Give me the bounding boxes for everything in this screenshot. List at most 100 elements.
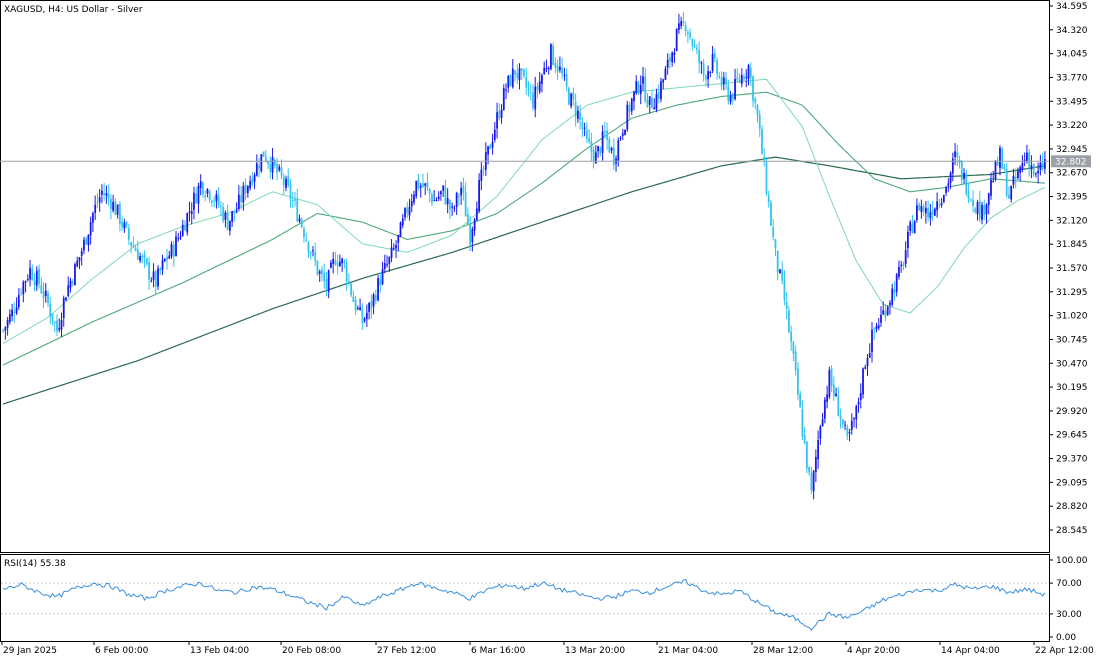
candle-body: [893, 289, 896, 294]
candle-body: [231, 211, 234, 222]
price-tick-label: 31.570: [1056, 264, 1088, 274]
candle-body: [698, 50, 701, 63]
candle-body: [244, 184, 247, 194]
current-price-value: 32.802: [1055, 157, 1087, 167]
candle-body: [208, 190, 211, 200]
candle-body: [646, 99, 649, 107]
candle-body: [702, 63, 705, 76]
candle-body: [927, 207, 930, 218]
candle-body: [731, 93, 734, 99]
candle-body: [583, 127, 586, 129]
candle-body: [736, 77, 739, 80]
candle-body: [823, 399, 826, 419]
price-tick-label: 34.045: [1056, 50, 1088, 60]
candle-body: [489, 144, 492, 149]
candle-body: [680, 21, 683, 26]
candle-body: [709, 71, 712, 73]
time-tick-label: 13 Feb 04:00: [190, 646, 249, 656]
price-tick-label: 32.670: [1056, 169, 1088, 179]
candle-body: [686, 32, 689, 34]
candle-body: [612, 147, 615, 166]
candle-body: [323, 273, 326, 282]
candle-body: [1017, 170, 1019, 178]
rsi-axis[interactable]: 100.00 70.00 30.00 0.00: [1049, 556, 1088, 643]
candle-body: [933, 208, 936, 216]
candle-body: [572, 92, 575, 101]
candle-body: [700, 62, 703, 64]
price-tick-label: 33.220: [1056, 121, 1088, 131]
candle-body: [783, 280, 786, 301]
candle-body: [637, 82, 640, 94]
candle-body: [763, 156, 766, 161]
candle-body: [983, 205, 986, 216]
price-axis[interactable]: 34.595 34.320 34.045 33.770 33.495 33.220 32.9…: [1049, 2, 1088, 536]
candle-body: [204, 195, 207, 197]
candle-body: [92, 212, 94, 223]
candle-body: [338, 261, 341, 266]
candle-body: [832, 384, 835, 396]
candle-body: [123, 222, 126, 229]
candle-body: [967, 192, 970, 200]
candle-body: [695, 47, 698, 50]
candle-body: [599, 147, 602, 154]
candle-body: [462, 185, 465, 193]
candle-body: [285, 178, 287, 188]
candle-body: [792, 342, 795, 354]
candle-body: [803, 434, 806, 444]
rsi-pane[interactable]: [0, 554, 1050, 642]
candle-body: [743, 76, 745, 80]
candle-body: [559, 66, 561, 71]
candle-body: [552, 45, 555, 65]
candle-body: [895, 274, 898, 292]
candle-body: [776, 250, 779, 273]
candle-body: [206, 189, 209, 194]
price-tick-label: 32.395: [1056, 193, 1088, 203]
time-axis[interactable]: 29 Jan 2025 6 Feb 00:00 13 Feb 04:00 20 Feb…: [1, 641, 1094, 656]
candle-body: [987, 193, 990, 206]
candle-body: [363, 318, 366, 322]
candle-body: [527, 88, 530, 90]
candle-body: [947, 183, 950, 186]
candle-body: [24, 281, 27, 283]
candle-body: [505, 89, 507, 91]
candle-body: [354, 299, 357, 311]
candle-body: [626, 104, 629, 130]
candle-body: [835, 393, 837, 396]
candle-body: [673, 52, 676, 55]
time-tick-label: 27 Feb 12:00: [377, 646, 436, 656]
candle-body: [49, 303, 52, 317]
candle-body: [437, 196, 440, 200]
candle-body: [770, 202, 772, 226]
candle-body: [235, 210, 238, 213]
candle-body: [336, 262, 339, 267]
candle-body: [904, 250, 907, 265]
candle-body: [170, 243, 173, 257]
candle-body: [428, 188, 431, 194]
candle-body: [669, 57, 671, 62]
candle-body: [76, 260, 79, 267]
candle-body: [496, 112, 498, 129]
candle-body: [370, 300, 373, 309]
ma-fast-line: [2, 78, 1046, 344]
candle-body: [801, 409, 804, 437]
price-pane[interactable]: [0, 0, 1050, 553]
candle-body: [633, 91, 635, 101]
time-tick-label: 6 Feb 00:00: [95, 646, 149, 656]
candle-body: [71, 281, 74, 284]
time-tick-label: 29 Jan 2025: [3, 646, 57, 656]
candle-body: [74, 264, 76, 286]
candle-body: [790, 331, 793, 342]
candle-body: [101, 190, 103, 195]
candle-body: [305, 239, 308, 241]
candle-body: [388, 257, 391, 264]
candle-body: [233, 211, 236, 214]
candle-body: [4, 327, 7, 331]
candle-body: [195, 193, 198, 204]
candle-body: [392, 247, 395, 249]
candle-body: [949, 172, 952, 184]
candle-body: [455, 193, 458, 208]
rsi-tick-label: 100.00: [1056, 556, 1088, 566]
candle-body: [922, 206, 925, 212]
candle-body: [433, 200, 436, 202]
